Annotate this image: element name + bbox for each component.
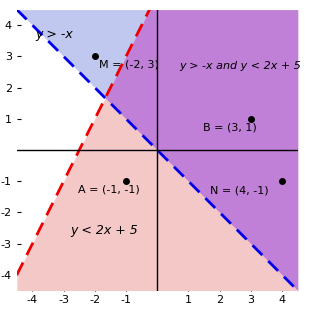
Text: y > -x and y < 2x + 5: y > -x and y < 2x + 5 <box>179 61 301 71</box>
Text: y < 2x + 5: y < 2x + 5 <box>70 224 138 237</box>
Text: M = (-2, 3): M = (-2, 3) <box>99 59 158 69</box>
Text: y > -x: y > -x <box>36 28 73 41</box>
Text: B = (3, 1): B = (3, 1) <box>203 123 256 133</box>
Text: N = (4, -1): N = (4, -1) <box>210 185 269 195</box>
Text: A = (-1, -1): A = (-1, -1) <box>78 184 139 194</box>
